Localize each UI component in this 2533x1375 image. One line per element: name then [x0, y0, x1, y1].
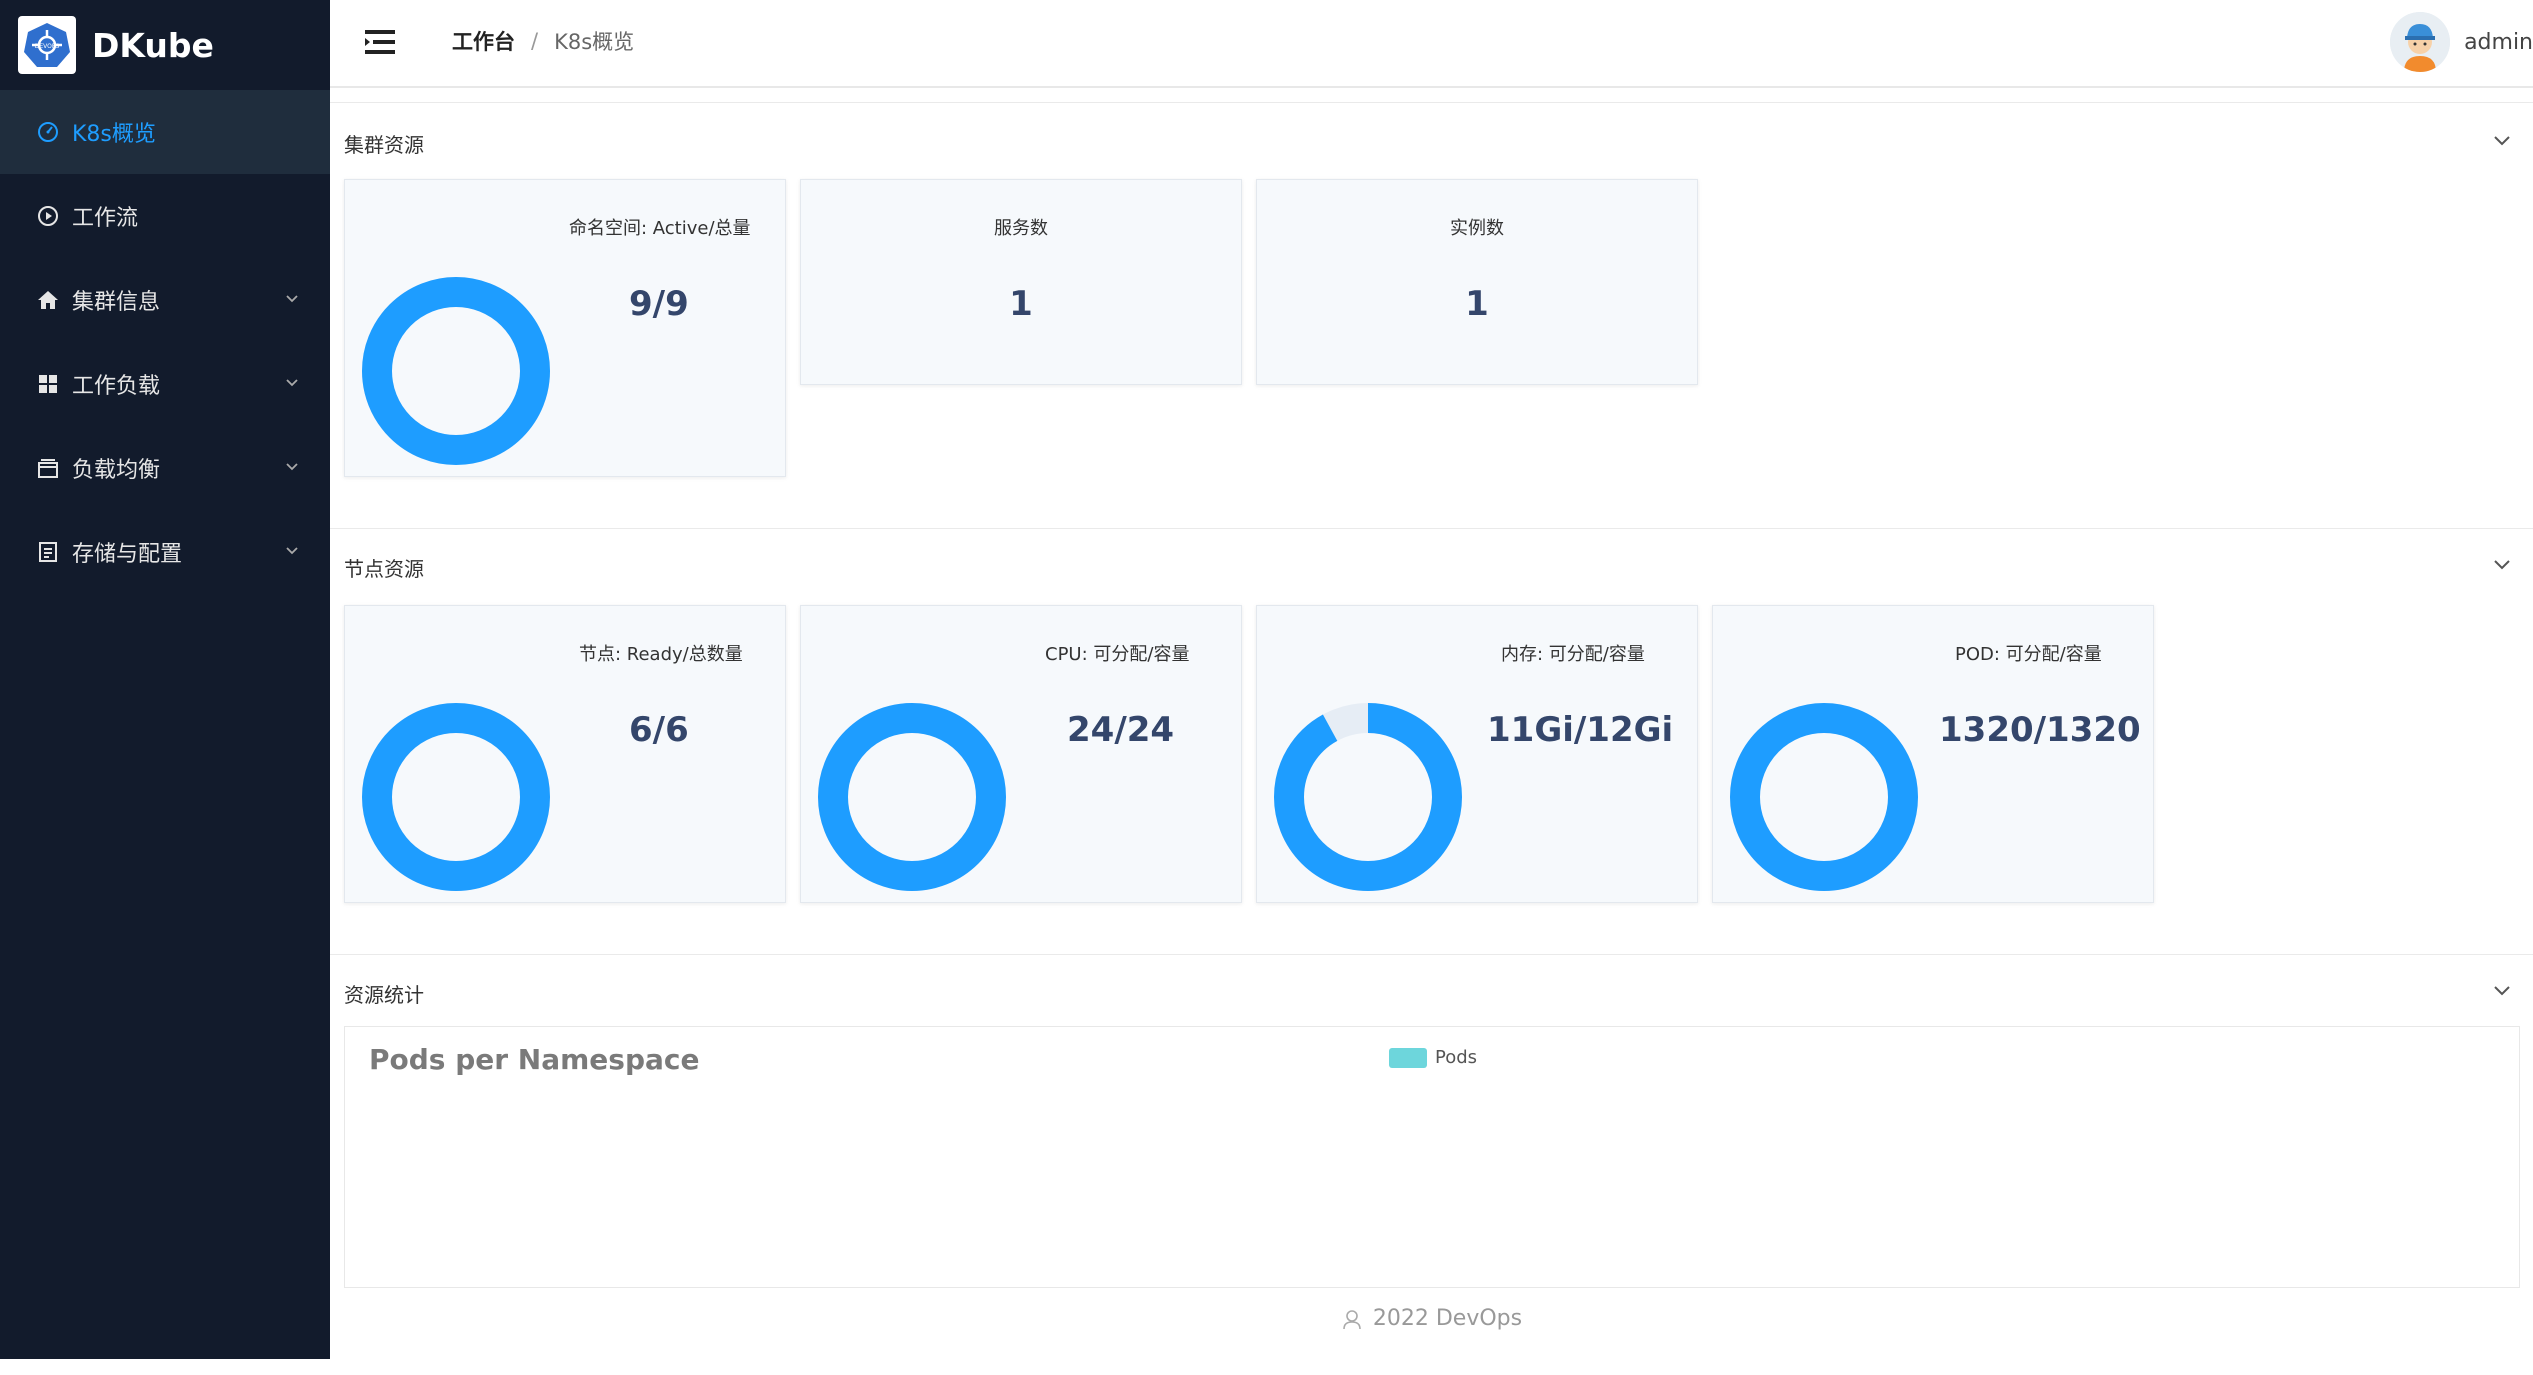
app-name: DKube [92, 25, 214, 65]
grid-icon [36, 372, 60, 396]
instance-count-card: 实例数 1 [1256, 179, 1698, 385]
document-icon [36, 540, 60, 564]
footer: 2022 DevOps [330, 1306, 2533, 1331]
card-value: 24/24 [1067, 710, 1175, 750]
chart-title: Pods per Namespace [369, 1043, 700, 1076]
card-label: 实例数 [1450, 218, 1504, 239]
sidebar-item-workload[interactable]: 工作负载 [0, 342, 330, 426]
collapse-chevron-icon[interactable] [2489, 127, 2515, 153]
chevron-down-icon [284, 456, 300, 481]
memory-card: 内存: 可分配/容量 11Gi/12Gi [1256, 605, 1698, 903]
sidebar-item-storage-config[interactable]: 存储与配置 [0, 510, 330, 594]
top-header: 工作台 / K8s概览 admin [330, 0, 2533, 88]
node-resources-section: 节点资源 节点: Ready/总数量 6/6 CPU: 可分配/容量 24/24… [330, 528, 2533, 939]
footer-text: 2022 DevOps [1372, 1306, 1523, 1331]
brand[interactable]: DEVOPS DKube [0, 0, 330, 90]
node-ready-donut [362, 703, 550, 891]
breadcrumb-separator: / [531, 29, 539, 53]
collapse-chevron-icon[interactable] [2489, 977, 2515, 1003]
pods-per-namespace-chart: Pods per Namespace Pods [344, 1026, 2520, 1288]
cpu-card: CPU: 可分配/容量 24/24 [800, 605, 1242, 903]
user-icon [1341, 1308, 1363, 1330]
card-value: 11Gi/12Gi [1487, 710, 1674, 750]
chevron-down-icon [284, 288, 300, 313]
service-count-card: 服务数 1 [800, 179, 1242, 385]
sidebar-item-cluster-info[interactable]: 集群信息 [0, 258, 330, 342]
section-title: 节点资源 [344, 557, 424, 581]
breadcrumb-home[interactable]: 工作台 [452, 30, 515, 54]
sidebar-item-label: 集群信息 [72, 290, 161, 315]
sidebar-item-label: 负载均衡 [72, 458, 161, 483]
node-ready-card: 节点: Ready/总数量 6/6 [344, 605, 786, 903]
resource-stats-section: 资源统计 [330, 954, 2533, 1375]
section-title: 集群资源 [344, 133, 424, 157]
sidebar-item-label: 存储与配置 [72, 542, 183, 567]
main-content: 集群资源 命名空间: Active/总量 9/9 服务数 1 实例数 1 节点资… [330, 88, 2533, 1359]
chevron-down-icon [284, 540, 300, 565]
breadcrumb-current: K8s概览 [554, 30, 635, 54]
namespace-donut [362, 277, 550, 465]
home-icon [36, 288, 60, 312]
sidebar-item-label: 工作流 [72, 206, 139, 231]
dashboard-icon [36, 120, 60, 144]
avatar [2390, 12, 2451, 72]
sidebar-item-label: K8s概览 [72, 122, 156, 147]
card-label: 内存: 可分配/容量 [1501, 644, 1645, 665]
namespace-card: 命名空间: Active/总量 9/9 [344, 179, 786, 477]
breadcrumb: 工作台 / K8s概览 [452, 26, 634, 56]
card-value: 6/6 [629, 710, 689, 750]
legend-swatch [1389, 1047, 1427, 1068]
chevron-down-icon [284, 372, 300, 397]
pod-card: POD: 可分配/容量 1320/1320 [1712, 605, 2154, 903]
card-label: 命名空间: Active/总量 [569, 218, 751, 239]
card-label: POD: 可分配/容量 [1955, 644, 2102, 665]
card-value: 1 [1009, 284, 1033, 324]
pod-donut [1730, 703, 1918, 891]
card-label: CPU: 可分配/容量 [1045, 644, 1190, 665]
sidebar-item-label: 工作负载 [72, 374, 161, 399]
card-label: 服务数 [994, 218, 1048, 239]
memory-donut [1274, 703, 1462, 891]
menu-toggle-icon[interactable] [362, 24, 398, 60]
sidebar: DEVOPS DKube K8s概览 工作流 集群信息 工作负载 负载均衡 [0, 0, 330, 1359]
section-title: 资源统计 [344, 983, 424, 1007]
collapse-chevron-icon[interactable] [2489, 551, 2515, 577]
play-circle-icon [36, 204, 60, 228]
devops-logo: DEVOPS [18, 16, 76, 74]
username: admin [2464, 29, 2533, 55]
card-value: 9/9 [629, 284, 689, 324]
sidebar-item-workflow[interactable]: 工作流 [0, 174, 330, 258]
cpu-donut [818, 703, 1006, 891]
svg-text:DEVOPS: DEVOPS [35, 43, 60, 50]
chart-legend[interactable]: Pods [1389, 1047, 1477, 1068]
card-value: 1 [1465, 284, 1489, 324]
user-menu[interactable]: admin [2390, 12, 2533, 72]
legend-label: Pods [1435, 1047, 1478, 1068]
sidebar-item-k8s-overview[interactable]: K8s概览 [0, 90, 330, 174]
card-value: 1320/1320 [1939, 710, 2141, 750]
card-label: 节点: Ready/总数量 [579, 644, 743, 665]
sidebar-item-load-balance[interactable]: 负载均衡 [0, 426, 330, 510]
box-icon [36, 456, 60, 480]
cluster-resources-section: 集群资源 命名空间: Active/总量 9/9 服务数 1 实例数 1 [330, 102, 2533, 513]
